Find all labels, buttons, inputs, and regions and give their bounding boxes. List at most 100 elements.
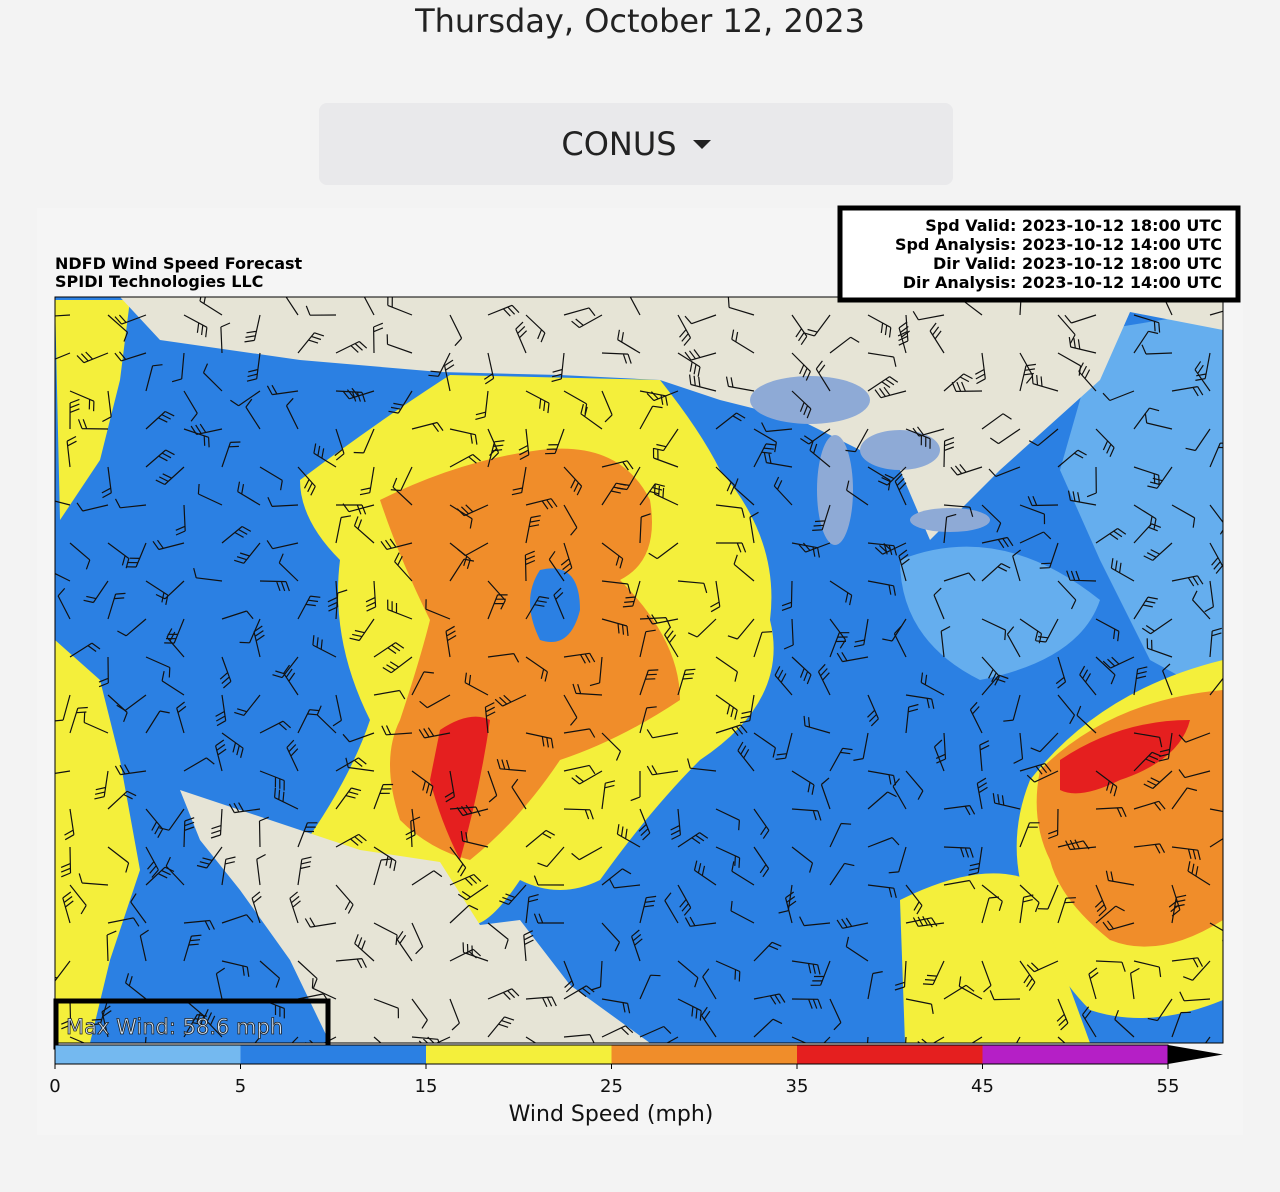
wind-barb — [335, 833, 367, 848]
wind-barb — [1141, 618, 1173, 635]
wind-barb — [55, 770, 71, 774]
wind-barb — [791, 314, 808, 346]
wind-barb — [715, 694, 738, 720]
wind-barb — [259, 960, 281, 988]
wind-barb — [221, 856, 236, 886]
region-dropdown[interactable]: CONUS — [319, 103, 953, 185]
wind-barb — [267, 497, 299, 507]
wind-barb — [1209, 442, 1223, 468]
wind-barb — [809, 440, 831, 468]
wind-barb — [989, 990, 1021, 1001]
wind-barb — [1114, 1009, 1135, 1038]
wind-barb — [487, 304, 520, 317]
colorbar-tick-label: 15 — [415, 1076, 438, 1097]
wind-barb — [929, 322, 945, 354]
wind-barb — [1057, 580, 1077, 610]
wind-barb — [715, 808, 740, 831]
wind-barb — [487, 594, 508, 620]
wind-barb — [563, 307, 596, 317]
wind-zone-light — [900, 546, 1100, 680]
wind-zone-yellow — [55, 640, 140, 1043]
wind-barb — [164, 618, 185, 644]
wind-barb — [152, 539, 185, 551]
wind-barb — [1026, 960, 1059, 973]
wind-barb — [943, 504, 974, 517]
wind-barb — [981, 504, 1002, 533]
wind-barb — [373, 846, 397, 872]
dropdown-label[interactable]: CONUS — [561, 125, 677, 163]
wind-barb — [563, 808, 594, 820]
wind-barb — [893, 625, 907, 658]
wind-barb — [1067, 490, 1097, 506]
wind-barb — [601, 390, 613, 423]
wind-barb — [354, 934, 375, 962]
wind-barb — [749, 511, 759, 544]
wind-barb — [1178, 769, 1211, 779]
wind-barb — [677, 668, 696, 696]
wind-barb — [525, 390, 550, 414]
wind-barb — [237, 481, 261, 506]
wind-barb — [616, 824, 641, 848]
wind-barb — [545, 428, 565, 455]
wind-barb — [175, 504, 186, 536]
wind-barb — [345, 757, 375, 772]
wind-barb — [1187, 861, 1211, 886]
wind-barb — [145, 656, 171, 678]
wind-barb — [411, 671, 434, 696]
wind-barb — [525, 996, 557, 1007]
wind-barb — [183, 817, 195, 848]
wind-barb — [114, 314, 147, 325]
wind-barb — [1195, 352, 1211, 381]
wind-barb — [689, 374, 717, 392]
wind-barb — [898, 549, 910, 582]
wind-barb — [1171, 787, 1198, 810]
wind-barb — [286, 739, 299, 772]
wind-barb — [221, 441, 241, 468]
wind-barb — [363, 297, 375, 316]
wind-barb — [1066, 570, 1097, 582]
wind-barb — [145, 846, 159, 878]
wind-barb — [274, 787, 299, 810]
wind-barb — [1194, 361, 1211, 392]
wind-barb — [912, 426, 945, 437]
wind-barb — [1081, 1006, 1097, 1038]
colorbar-tick-label: 5 — [235, 1076, 246, 1097]
wind-barb — [867, 971, 883, 1000]
wind-barb — [775, 732, 793, 760]
wind-barb — [1088, 967, 1099, 1000]
wind-barb — [1026, 770, 1059, 783]
wind-barb — [829, 862, 855, 886]
wind-barb — [563, 1034, 595, 1043]
wind-barb — [1191, 590, 1211, 620]
wind-barb — [791, 998, 823, 1009]
wind-barb — [525, 656, 548, 682]
wind-barb — [456, 804, 489, 817]
wind-barb — [245, 398, 261, 430]
wind-barb — [533, 875, 565, 886]
wind-barb — [763, 452, 793, 468]
wind-barb — [1133, 800, 1166, 811]
wind-barb — [487, 440, 505, 468]
wind-barb — [98, 656, 109, 688]
wind-barb — [244, 314, 261, 343]
wind-zone-light — [1060, 310, 1223, 700]
wind-barb — [608, 878, 641, 889]
wind-barb — [677, 314, 692, 346]
wind-barb — [677, 884, 692, 916]
wind-barb — [1015, 1036, 1021, 1043]
wind-barb — [219, 656, 232, 689]
wind-barb — [117, 618, 147, 637]
wind-barb — [701, 1006, 717, 1038]
wind-barb — [981, 884, 1003, 911]
wind-barb — [601, 922, 621, 952]
wind-barb — [920, 672, 945, 696]
wind-barbs — [55, 297, 1223, 1043]
wind-barb — [1133, 330, 1159, 354]
wind-barb — [161, 670, 185, 696]
map-area — [55, 297, 1223, 1043]
wind-barb — [1209, 677, 1223, 696]
map-subtitle: SPIDI Technologies LLC — [55, 272, 263, 291]
dropdown-caret[interactable] — [692, 139, 711, 149]
wind-barb — [449, 453, 481, 468]
wind-barb — [684, 916, 717, 927]
